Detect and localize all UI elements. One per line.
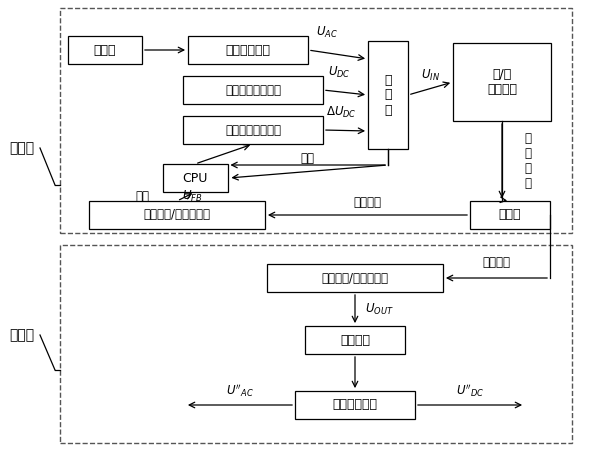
Text: $U_{DC}$: $U_{DC}$ [328, 65, 350, 80]
Text: 高压侧光/电转换模块: 高压侧光/电转换模块 [143, 208, 211, 221]
Bar [162, 164, 227, 192]
Bar [470, 201, 550, 229]
Text: $U''_{DC}$: $U''_{DC}$ [456, 383, 484, 399]
Text: 偏置补偿生成模块: 偏置补偿生成模块 [225, 124, 281, 137]
Bar [89, 201, 265, 229]
Text: 低压侧: 低压侧 [9, 328, 34, 342]
Text: 信号调理模块: 信号调理模块 [226, 43, 271, 56]
Text: CPU: CPU [182, 171, 208, 184]
Text: $U_{OUT}$: $U_{OUT}$ [365, 301, 394, 317]
Text: $U''_{AC}$: $U''_{AC}$ [226, 383, 254, 399]
Bar [295, 391, 415, 419]
Bar [267, 264, 443, 292]
Text: 传感头: 传感头 [94, 43, 116, 56]
Bar [368, 41, 408, 149]
Text: 第三光纤: 第三光纤 [482, 257, 510, 270]
Text: $\Delta U_{DC}$: $\Delta U_{DC}$ [326, 105, 357, 120]
Text: 采样: 采样 [135, 190, 149, 203]
Text: 采样: 采样 [301, 152, 315, 165]
Text: 高压侧: 高压侧 [9, 141, 34, 155]
Bar [183, 116, 323, 144]
Text: 低压侧光/电转换模块: 低压侧光/电转换模块 [321, 272, 388, 285]
Text: 电/光
转换模块: 电/光 转换模块 [487, 68, 517, 96]
Bar [453, 43, 551, 121]
Bar [183, 76, 323, 104]
Bar [305, 326, 405, 354]
Text: 加
法
器: 加 法 器 [384, 74, 392, 116]
Text: 第
一
光
纤: 第 一 光 纤 [524, 132, 531, 190]
Text: 滤波模块: 滤波模块 [340, 333, 370, 346]
Bar [68, 36, 142, 64]
Text: $U_{FB}$: $U_{FB}$ [182, 189, 202, 204]
Bar [60, 8, 572, 233]
Text: 偏置电压生成模块: 偏置电压生成模块 [225, 83, 281, 97]
Text: 分光器: 分光器 [498, 208, 521, 221]
Text: 第二光纤: 第二光纤 [353, 197, 381, 210]
Text: $U_{IN}$: $U_{IN}$ [421, 68, 440, 83]
Bar [60, 245, 572, 443]
Text: $U_{AC}$: $U_{AC}$ [316, 25, 338, 40]
Text: 信号分离模块: 信号分离模块 [333, 399, 378, 411]
Bar [188, 36, 308, 64]
